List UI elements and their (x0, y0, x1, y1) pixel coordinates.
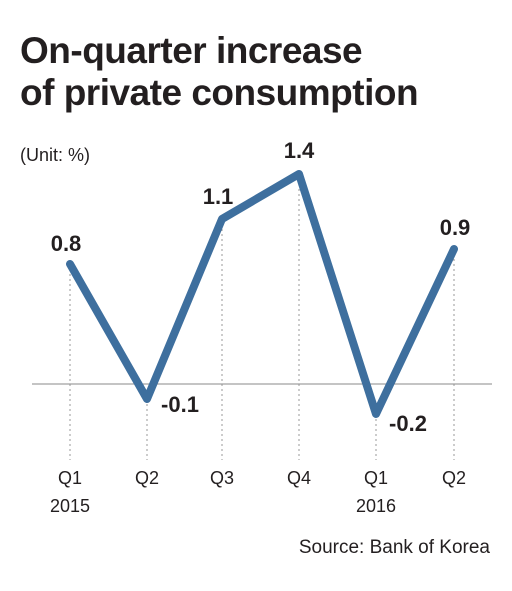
x-tick-label: Q2 (442, 468, 466, 488)
value-label: 0.8 (51, 231, 82, 256)
value-label: -0.1 (161, 392, 199, 417)
x-tick-label: Q1 (58, 468, 82, 488)
value-label: -0.2 (389, 411, 427, 436)
value-label: 0.9 (440, 215, 471, 240)
series-line (66, 170, 458, 418)
x-axis-labels: Q1 2015 Q2 Q3 Q4 Q1 2016 Q2 (50, 468, 466, 516)
x-tick-label: Q4 (287, 468, 311, 488)
x-tick-label: Q1 (364, 468, 388, 488)
x-year-label: 2016 (356, 496, 396, 516)
value-label: 1.1 (203, 184, 234, 209)
chart-title: On-quarter increase of private consumpti… (20, 30, 500, 114)
chart-title-line-2: of private consumption (20, 72, 419, 113)
guide-lines (69, 174, 455, 460)
value-labels: 0.8 -0.1 1.1 1.4 -0.2 0.9 (51, 138, 471, 436)
x-tick-label: Q2 (135, 468, 159, 488)
x-tick-label: Q3 (210, 468, 234, 488)
unit-label: (Unit: %) (20, 145, 91, 165)
source-note: Source: Bank of Korea (298, 537, 490, 558)
chart-title-line-1: On-quarter increase (20, 30, 363, 71)
x-year-label: 2015 (50, 496, 90, 516)
value-label: 1.4 (284, 138, 315, 163)
